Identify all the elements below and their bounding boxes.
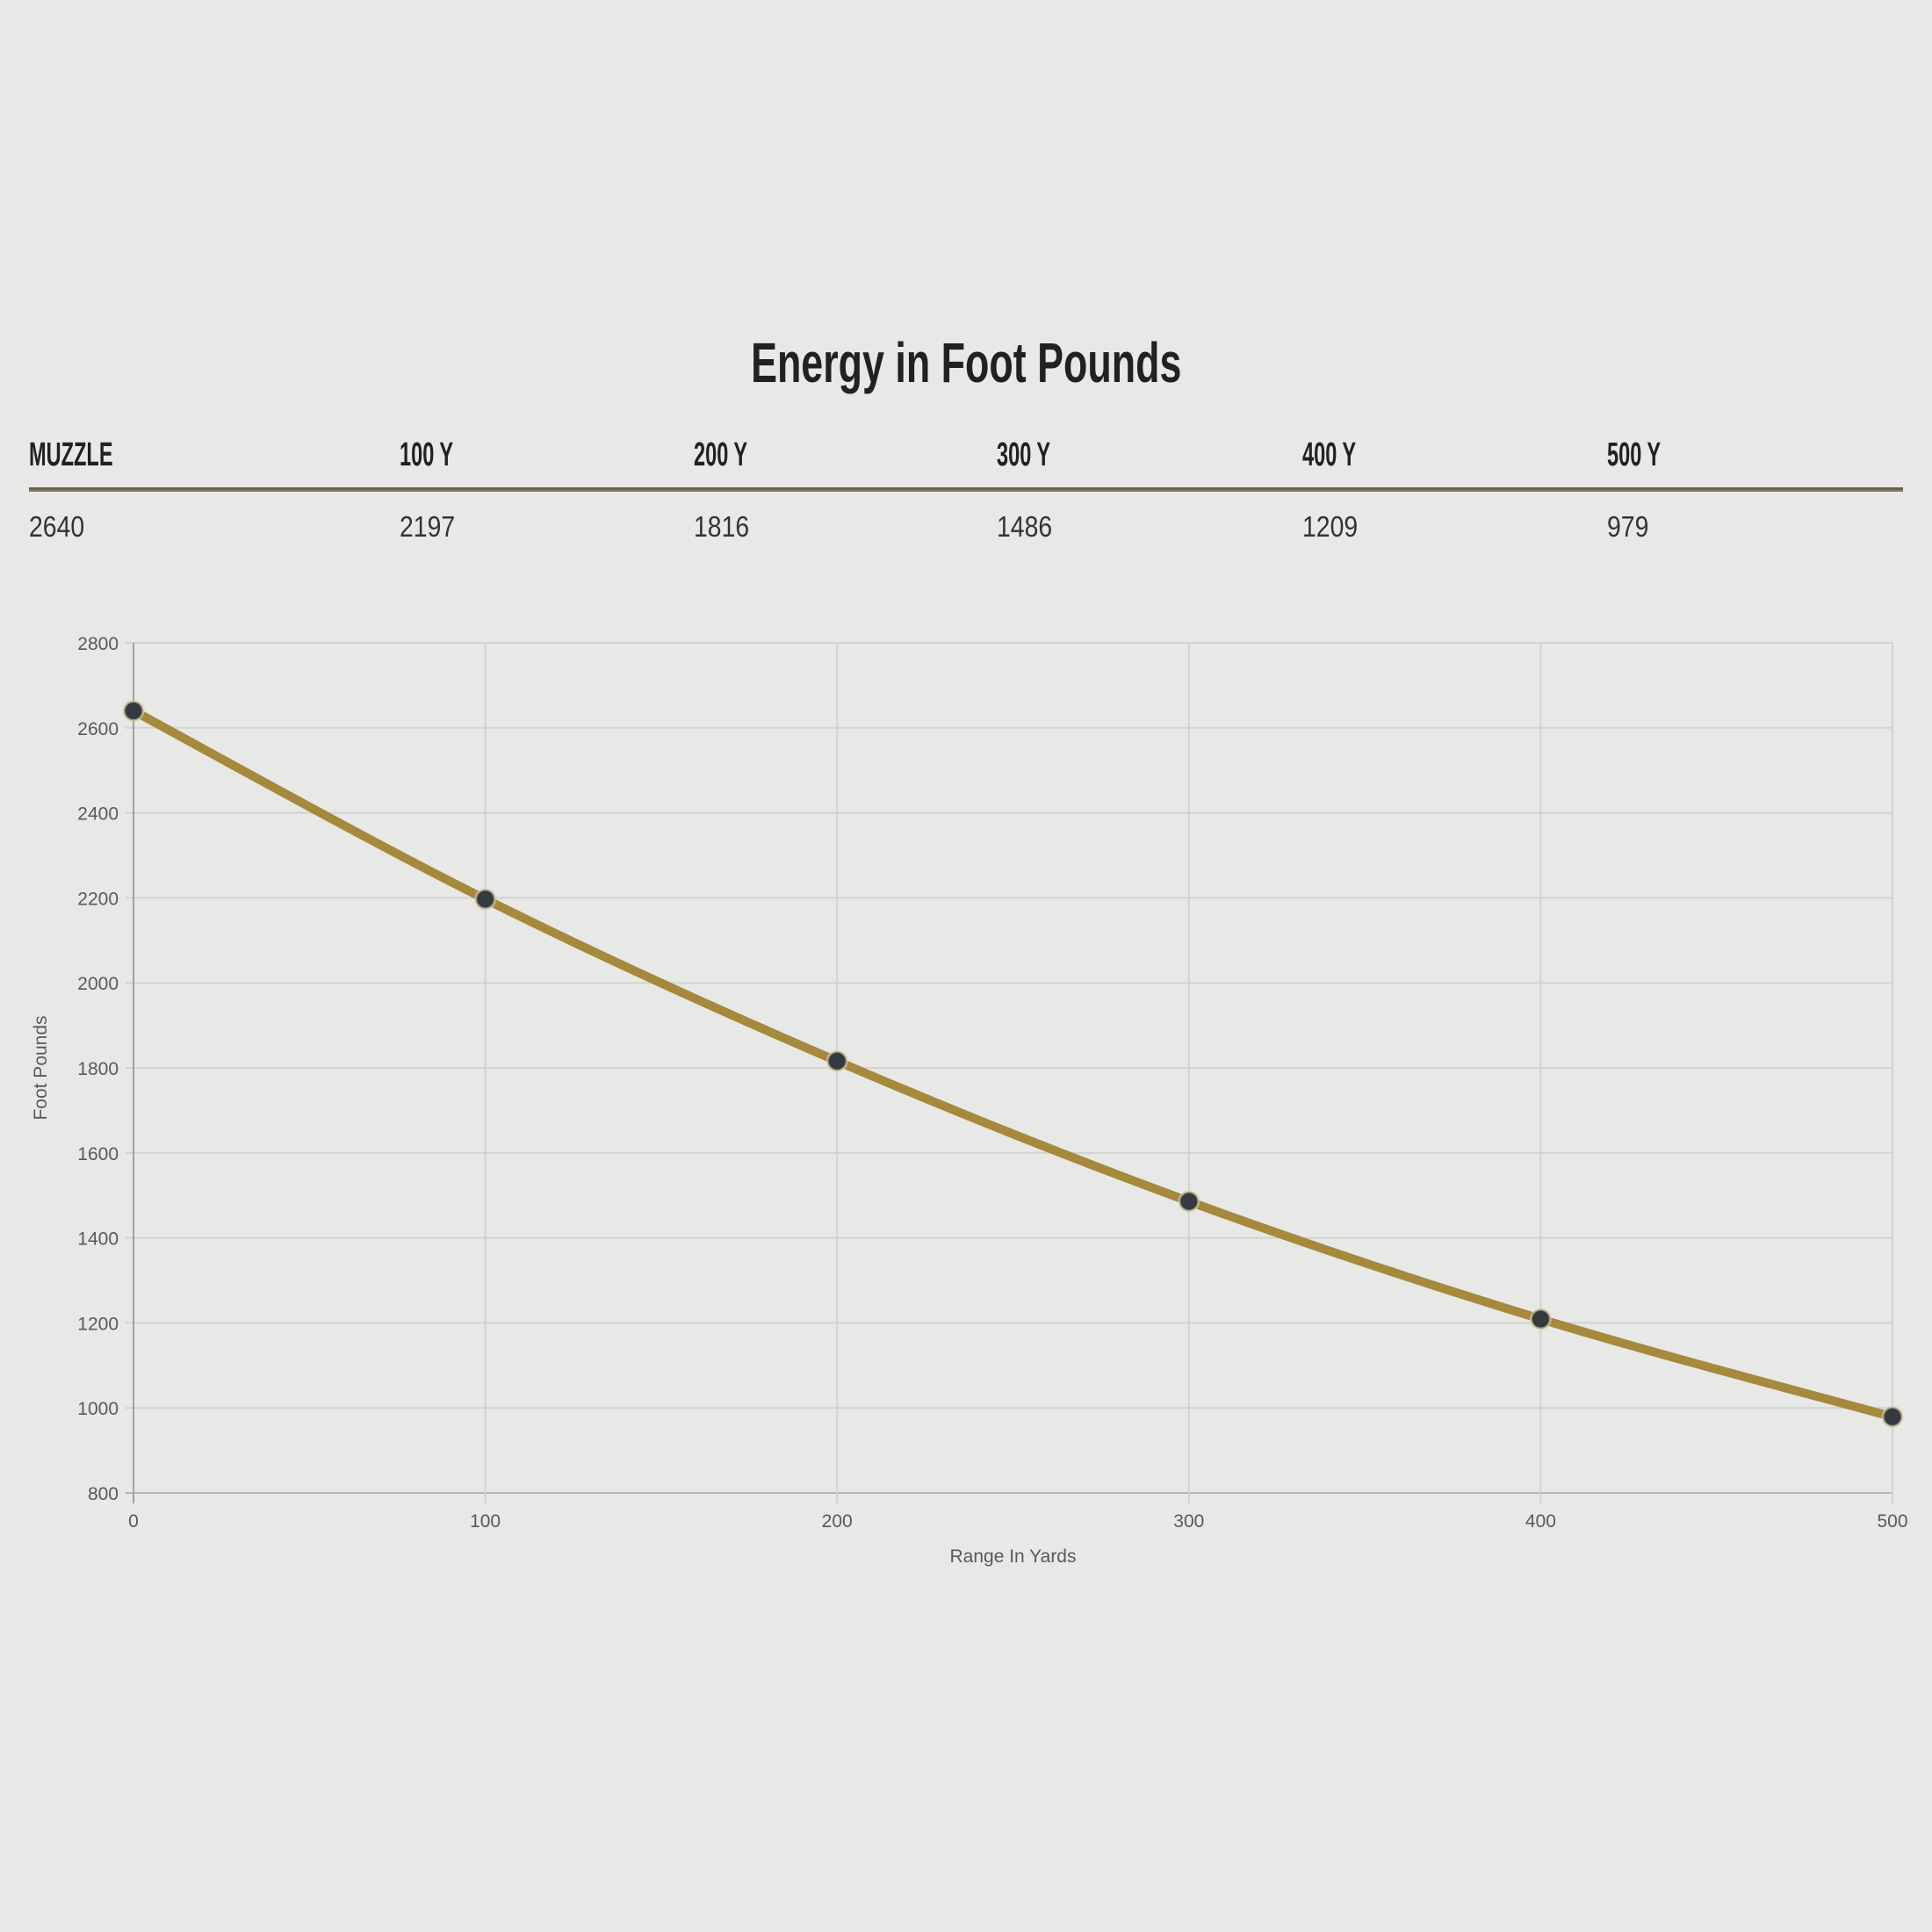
page-title: Energy in Foot Pounds <box>0 335 1932 391</box>
y-tick-label: 1200 <box>77 1314 119 1334</box>
table-cell-100y: 2197 <box>400 509 456 543</box>
y-tick-label: 800 <box>88 1484 119 1504</box>
x-tick-label: 500 <box>1877 1511 1907 1532</box>
x-tick-label: 300 <box>1173 1511 1204 1532</box>
energy-series-line <box>129 706 1897 1422</box>
y-tick-label: 1800 <box>77 1059 119 1079</box>
y-tick-label: 2600 <box>77 719 119 739</box>
table-col-header-500y: 500 Y <box>1607 436 1662 473</box>
data-point <box>474 888 497 911</box>
table-col-header-300y: 300 Y <box>997 436 1051 473</box>
table-col-header-muzzle: MUZZLE <box>29 436 113 473</box>
table-divider <box>29 487 1903 492</box>
y-tick-label: 2800 <box>77 634 119 654</box>
table-value-row: 2640 2197 1816 1486 1209 979 <box>29 509 1903 543</box>
table-header-row: MUZZLE 100 Y 200 Y 300 Y 400 Y 500 Y <box>29 436 1903 474</box>
y-axis-title: Foot Pounds <box>31 1015 51 1120</box>
y-tick-label: 2400 <box>77 804 119 825</box>
table-col-header-100y: 100 Y <box>400 436 454 473</box>
x-tick-label: 100 <box>470 1511 501 1532</box>
y-tick-label: 2200 <box>77 889 119 909</box>
x-axis-title: Range In Yards <box>950 1546 1077 1567</box>
y-tick-label: 1000 <box>77 1399 119 1419</box>
table-cell-500y: 979 <box>1607 509 1649 543</box>
data-point <box>1178 1190 1200 1213</box>
y-tick-label: 1400 <box>77 1229 119 1250</box>
data-point <box>1881 1405 1904 1428</box>
energy-table: MUZZLE 100 Y 200 Y 300 Y 400 Y 500 Y 264… <box>29 436 1903 543</box>
x-tick-label: 200 <box>822 1511 853 1532</box>
table-cell-200y: 1816 <box>694 509 750 543</box>
data-point <box>122 699 145 722</box>
table-col-header-200y: 200 Y <box>694 436 748 473</box>
y-tick-label: 2000 <box>77 974 119 994</box>
table-col-header-400y: 400 Y <box>1302 436 1357 473</box>
x-tick-label: 0 <box>128 1511 139 1532</box>
table-cell-400y: 1209 <box>1302 509 1359 543</box>
page-title-text: Energy in Foot Pounds <box>750 330 1182 394</box>
data-point <box>1529 1308 1552 1330</box>
data-point <box>825 1049 848 1072</box>
x-tick-label: 400 <box>1525 1511 1556 1532</box>
table-cell-muzzle: 2640 <box>29 509 85 543</box>
y-tick-label: 1600 <box>77 1144 119 1164</box>
table-cell-300y: 1486 <box>997 509 1053 543</box>
